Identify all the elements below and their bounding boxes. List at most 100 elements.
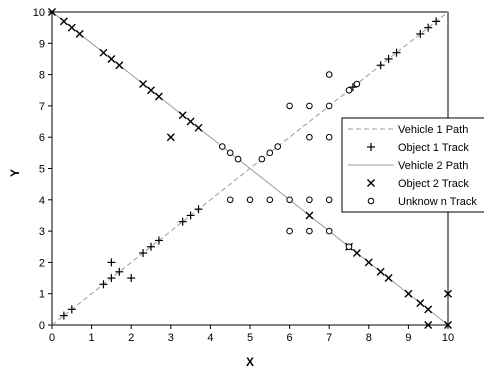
unknow-n-track-point (345, 243, 353, 251)
legend-item-vehicle-2-path: Vehicle 2 Path (348, 160, 468, 172)
x-tick-label: 5 (247, 332, 253, 344)
unknow-n-track-point (246, 196, 254, 204)
object-1-track-series (59, 17, 441, 320)
object-2-track-point (139, 79, 148, 88)
x-tick-label: 2 (128, 332, 134, 344)
object-1-track-point (127, 274, 136, 283)
legend-label: Vehicle 1 Path (398, 124, 468, 136)
unknow-n-track-point (325, 133, 333, 141)
legend-swatch (367, 143, 375, 151)
object-1-track-point (384, 54, 393, 63)
object-1-track-point (376, 61, 385, 70)
unknow-n-track-point (353, 80, 361, 88)
object-2-track-point (424, 321, 433, 329)
object-1-track-point (67, 305, 76, 314)
object-2-track-point (305, 211, 314, 220)
x-axis: 0 1 2 3 4 5 6 7 8 9 10 (49, 325, 454, 344)
y-axis: 0 1 2 3 4 5 6 7 8 9 10 (33, 7, 52, 332)
x-tick-label: 7 (326, 332, 332, 344)
unknow-n-track-point (218, 143, 226, 150)
x-tick-label: 1 (89, 332, 95, 344)
unknow-n-track-point (306, 133, 313, 141)
legend-label: Object 2 Track (398, 178, 469, 190)
unknow-n-track-point (266, 149, 274, 157)
object-1-track-point (107, 258, 116, 267)
object-1-track-point (59, 311, 68, 320)
object-2-track-point (384, 274, 393, 283)
y-tick-label: 7 (39, 101, 45, 113)
unknow-n-track-point (325, 227, 333, 235)
unknow-n-track-point (286, 227, 293, 235)
object-2-track-point (115, 61, 124, 70)
legend-item-object-2-track: Object 2 Track (367, 178, 469, 190)
y-tick-label: 1 (39, 289, 45, 301)
object-1-track-point (99, 280, 108, 289)
object-2-track-point (364, 258, 373, 267)
x-tick-label: 8 (366, 332, 372, 344)
object-2-track-point (424, 305, 433, 314)
object-2-track-point (376, 267, 385, 276)
legend-item-vehicle-1-path: Vehicle 1 Path (348, 124, 468, 136)
object-2-track-point (166, 133, 175, 142)
x-tick-label: 4 (207, 332, 213, 344)
y-tick-label: 5 (39, 164, 45, 176)
unknow-n-track-point (306, 102, 313, 110)
unknow-n-track-point (266, 196, 274, 204)
x-tick-label: 3 (168, 332, 174, 344)
object-1-track-point (194, 205, 203, 214)
y-tick-label: 4 (39, 195, 45, 207)
object-1-track-point (392, 48, 401, 57)
unknow-n-track-point (325, 196, 333, 204)
object-1-track-point (424, 23, 433, 32)
x-tick-label: 6 (287, 332, 293, 344)
x-tick-label: 0 (49, 332, 55, 344)
legend-label: Unknow n Track (398, 196, 477, 208)
object-2-track-point (154, 92, 163, 101)
unknow-n-track-point (306, 227, 313, 235)
plot-area (48, 8, 452, 329)
y-tick-label: 8 (39, 70, 45, 82)
y-tick-label: 6 (39, 132, 45, 144)
y-tick-label: 2 (39, 257, 45, 269)
legend-item-object-1-track: Object 1 Track (367, 142, 469, 154)
object-2-track-point (178, 111, 187, 120)
unknow-n-track-point (226, 196, 234, 204)
object-1-track-point (178, 217, 187, 226)
object-2-track-point (186, 117, 195, 126)
object-2-track-point (67, 23, 76, 32)
unknow-n-track-point (325, 71, 333, 78)
y-axis-label: Y (8, 169, 22, 177)
object-2-track-point (75, 29, 84, 38)
unknow-n-track-point (325, 102, 333, 110)
unknow-n-track-point (258, 155, 266, 163)
object-1-track-point (432, 17, 441, 26)
unknow-n-track-point (274, 143, 282, 150)
object-1-track-point (115, 267, 124, 276)
unknow-n-track-point (306, 196, 313, 204)
object-1-track-point (416, 29, 425, 38)
legend-label: Object 1 Track (398, 142, 469, 154)
object-1-track-point (107, 274, 116, 283)
object-2-track-point (107, 54, 116, 63)
y-tick-label: 10 (33, 7, 45, 19)
legend: Vehicle 1 Path Object 1 Track Vehicle 2 Pa… (341, 117, 484, 213)
object-2-track-point (59, 17, 68, 26)
unknow-n-track-point (345, 86, 353, 94)
object-1-track-point (154, 236, 163, 245)
object-1-track-point (186, 211, 195, 220)
y-tick-label: 9 (39, 38, 45, 50)
object-2-track-point (352, 249, 361, 258)
object-2-track-point (99, 48, 108, 57)
object-2-track-point (147, 86, 155, 95)
unknow-n-track-point (226, 149, 234, 157)
legend-swatch (367, 179, 375, 187)
x-axis-label: X (246, 355, 254, 369)
object-2-track-point (404, 289, 413, 298)
legend-swatch (367, 197, 375, 205)
unknow-n-track-point (234, 155, 242, 163)
unknow-n-track-point (286, 196, 293, 204)
object-2-track-point (444, 289, 452, 298)
x-tick-label: 9 (405, 332, 411, 344)
object-2-track-point (416, 299, 425, 308)
